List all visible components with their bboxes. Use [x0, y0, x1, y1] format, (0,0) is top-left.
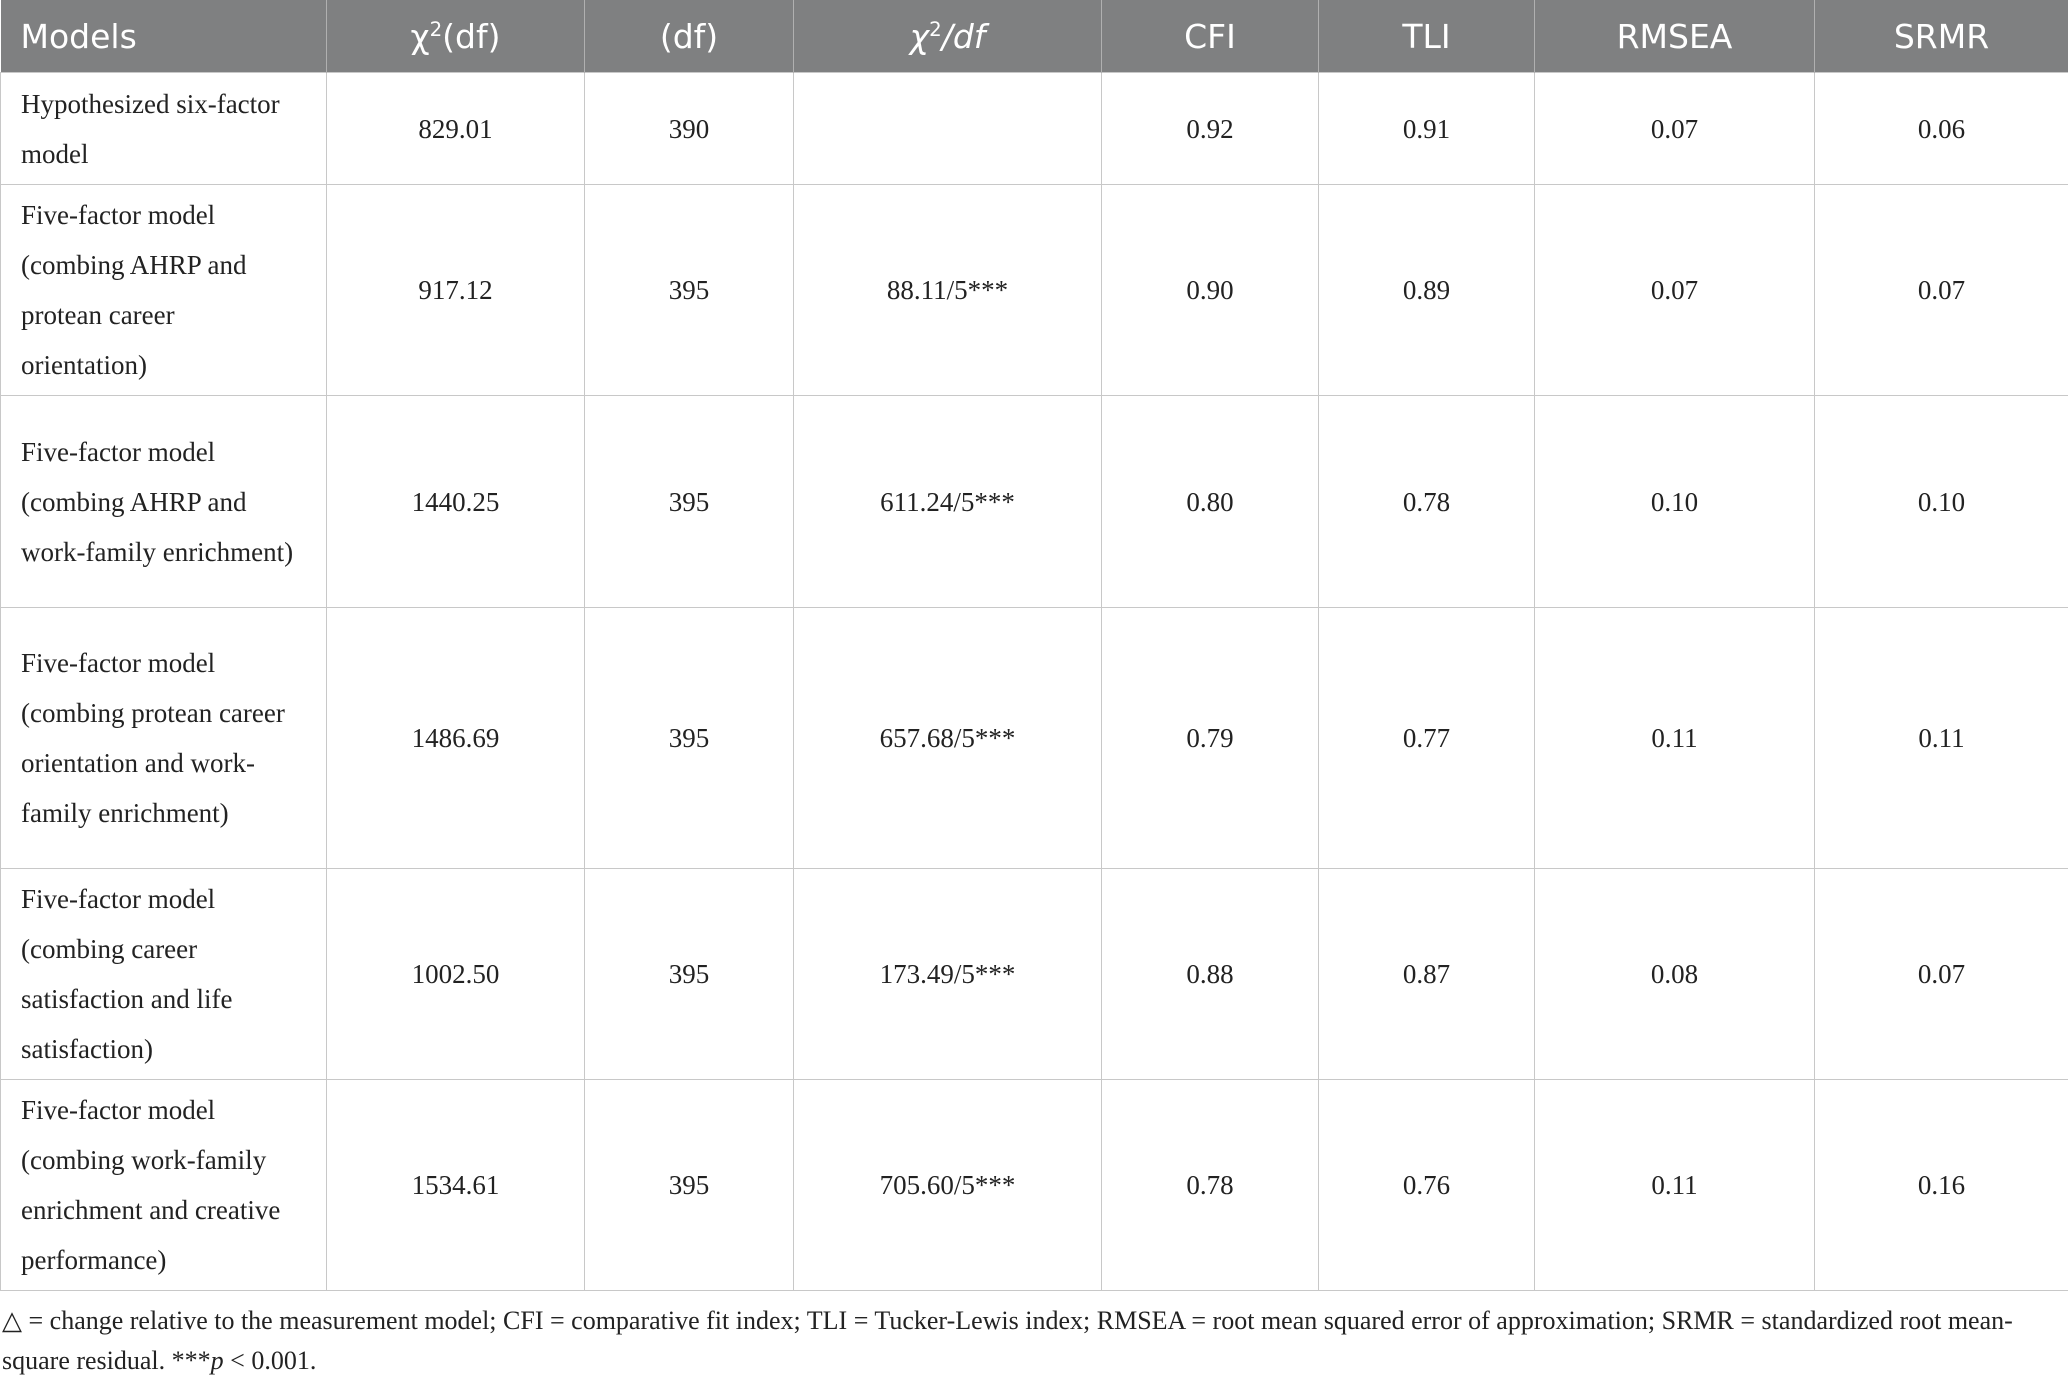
- column-header: SRMR: [1814, 0, 2068, 73]
- footnote: △ = change relative to the measurement m…: [0, 1291, 2068, 1381]
- cell: 395: [584, 184, 794, 396]
- cell: 0.11: [1534, 1079, 1815, 1291]
- cell: 0.10: [1534, 395, 1815, 608]
- cell: 0.07: [1814, 868, 2068, 1080]
- fit-table: Models χ2(df) (df) χ2/df CFI TLI RMSEA SRMR Hyp…: [0, 0, 2068, 1291]
- column-header: χ2(df): [326, 0, 585, 73]
- table-row: Five-factor model (combing AHRP and work…: [0, 395, 2068, 608]
- cell: 1002.50: [326, 868, 585, 1080]
- cell: 657.68/5***: [793, 607, 1102, 869]
- cell: 1486.69: [326, 607, 585, 869]
- column-header: RMSEA: [1534, 0, 1815, 73]
- model-name: Hypothesized six-factor model: [0, 72, 327, 185]
- cell: 0.07: [1534, 184, 1815, 396]
- cell: 0.16: [1814, 1079, 2068, 1291]
- table-row: Hypothesized six-factor model 829.01 390 0.…: [0, 72, 2068, 185]
- model-name: Five-factor model (combing protean caree…: [0, 607, 327, 869]
- cell: [793, 72, 1102, 185]
- table-row: Five-factor model (combing AHRP and prot…: [0, 184, 2068, 396]
- header-text: (df): [442, 16, 501, 56]
- cell: 0.06: [1814, 72, 2068, 185]
- column-header: TLI: [1318, 0, 1535, 73]
- cell: 0.91: [1318, 72, 1535, 185]
- cell: 0.88: [1101, 868, 1319, 1080]
- cell: 0.10: [1814, 395, 2068, 608]
- cell: 829.01: [326, 72, 585, 185]
- cell: 0.11: [1534, 607, 1815, 869]
- cell: 173.49/5***: [793, 868, 1102, 1080]
- column-header: Models: [0, 0, 327, 73]
- header-text: Models: [20, 16, 137, 56]
- cell: 88.11/5***: [793, 184, 1102, 396]
- cell: 0.89: [1318, 184, 1535, 396]
- header-text: SRMR: [1893, 16, 1990, 56]
- cell: 0.79: [1101, 607, 1319, 869]
- header-text: CFI: [1184, 16, 1236, 56]
- cell: 1440.25: [326, 395, 585, 608]
- column-header: CFI: [1101, 0, 1319, 73]
- cell: 705.60/5***: [793, 1079, 1102, 1291]
- footnote-text: p: [210, 1346, 224, 1375]
- cell: 0.11: [1814, 607, 2068, 869]
- cell: 0.78: [1318, 395, 1535, 608]
- cell: 0.76: [1318, 1079, 1535, 1291]
- header-text: (df): [659, 16, 719, 56]
- cell: 395: [584, 607, 794, 869]
- model-name: Five-factor model (combing AHRP and prot…: [0, 184, 327, 396]
- cell: 0.07: [1534, 72, 1815, 185]
- header-text: χ: [909, 16, 930, 56]
- cell: 0.87: [1318, 868, 1535, 1080]
- column-header: χ2/df: [793, 0, 1102, 73]
- cell: 0.07: [1814, 184, 2068, 396]
- cell: 0.92: [1101, 72, 1319, 185]
- cell: 395: [584, 868, 794, 1080]
- model-name: Five-factor model (combing work-family e…: [0, 1079, 327, 1291]
- table-row: Five-factor model (combing work-family e…: [0, 1079, 2068, 1291]
- footnote-text: △ = change relative to the measurement m…: [2, 1306, 2013, 1375]
- cell: 0.90: [1101, 184, 1319, 396]
- cell: 395: [584, 1079, 794, 1291]
- cell: 611.24/5***: [793, 395, 1102, 608]
- cell: 0.78: [1101, 1079, 1319, 1291]
- cell: 395: [584, 395, 794, 608]
- cell: 0.77: [1318, 607, 1535, 869]
- model-name: Five-factor model (combing career satisf…: [0, 868, 327, 1080]
- header-text: RMSEA: [1616, 16, 1733, 56]
- header-text: χ: [410, 16, 430, 56]
- header-row: Models χ2(df) (df) χ2/df CFI TLI RMSEA SRMR: [0, 0, 2068, 73]
- cell: 390: [584, 72, 794, 185]
- cell: 1534.61: [326, 1079, 585, 1291]
- header-text: /df: [941, 16, 986, 56]
- cell: 0.08: [1534, 868, 1815, 1080]
- cell: 0.80: [1101, 395, 1319, 608]
- header-text: 2: [929, 17, 942, 41]
- table-body: Hypothesized six-factor model 829.01 390 0.…: [0, 72, 2068, 1291]
- table-row: Five-factor model (combing career satisf…: [0, 868, 2068, 1080]
- footnote-text: < 0.001.: [223, 1346, 317, 1375]
- cell: 917.12: [326, 184, 585, 396]
- table-row: Five-factor model (combing protean caree…: [0, 607, 2068, 869]
- column-header: (df): [584, 0, 794, 73]
- header-text: 2: [429, 17, 443, 41]
- header-text: TLI: [1402, 16, 1451, 56]
- model-name: Five-factor model (combing AHRP and work…: [0, 395, 327, 608]
